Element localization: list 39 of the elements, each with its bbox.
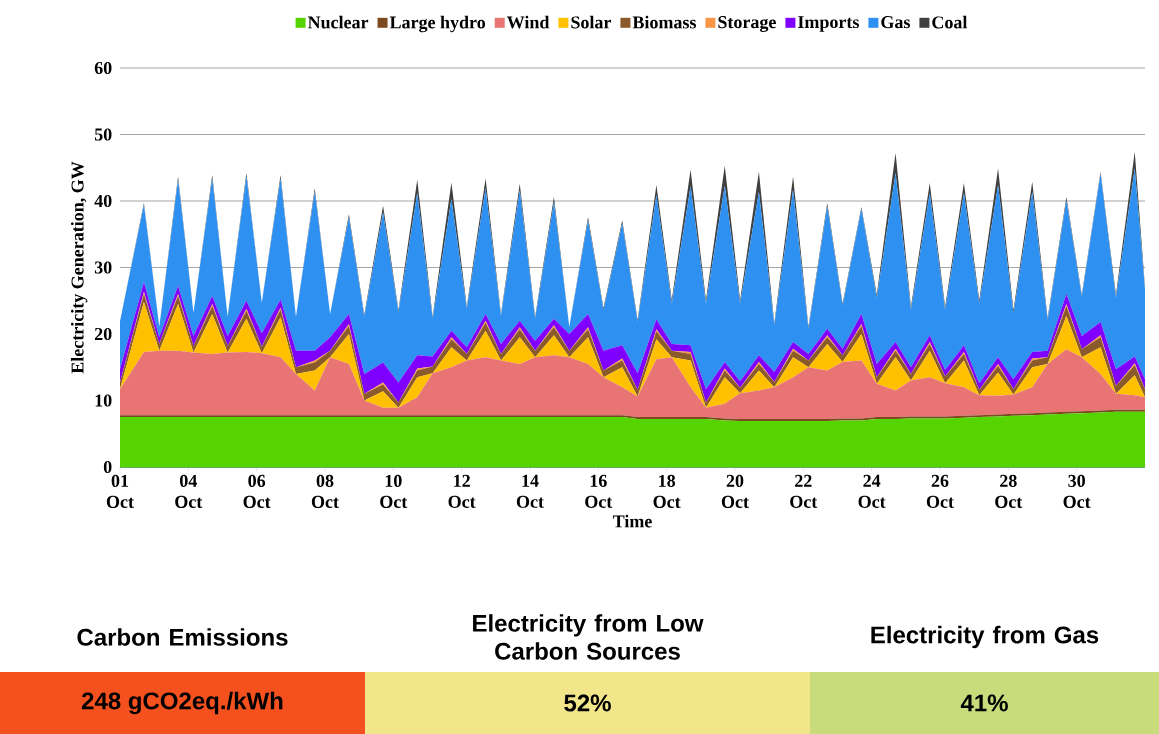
x-tick-label: 16 Oct: [585, 474, 613, 508]
x-tick-label: 30 Oct: [1063, 474, 1091, 508]
y-axis-title: Electricity Generation, GW: [70, 161, 88, 374]
x-tick-label: 14 Oct: [516, 474, 544, 508]
x-tick-label: 04 Oct: [175, 474, 203, 508]
y-tick-label: 10: [95, 394, 112, 407]
x-tick-label: 18 Oct: [653, 474, 681, 508]
category-label: Carbon Emissions: [77, 628, 288, 646]
x-tick-label: 06 Oct: [243, 474, 271, 508]
x-tick-label: 10 Oct: [380, 474, 408, 508]
category-label: Electricity from Low Carbon Sources: [473, 614, 704, 660]
y-tick-label: 40: [94, 194, 112, 208]
legend-label: Imports: [798, 16, 859, 32]
x-tick-label: 12 Oct: [448, 474, 476, 508]
x-tick-label: 20 Oct: [721, 474, 749, 508]
legend-label: Wind: [506, 15, 550, 29]
legend-label: Biomass: [632, 15, 696, 29]
x-tick-label: 24 Oct: [858, 474, 886, 508]
text: 52%: [564, 694, 611, 712]
text: 41%: [960, 694, 1008, 712]
x-tick-label: 26 Oct: [926, 474, 954, 508]
y-tick-label: 20: [94, 327, 112, 341]
x-tick-label: 22 Oct: [790, 474, 818, 508]
x-tick-label: 28 Oct: [995, 474, 1023, 508]
legend-label: Gas: [881, 16, 910, 29]
text: 248 gCO2eq./kWh: [81, 691, 283, 715]
legend-label: Solar: [571, 15, 612, 29]
x-tick-label: 01 Oct: [106, 474, 134, 508]
y-tick-label: 0: [103, 460, 112, 474]
legend-label: Nuclear: [307, 15, 369, 29]
y-tick-label: 60: [94, 61, 112, 75]
legend-label: Storage: [718, 16, 776, 32]
y-tick-label: 30: [94, 261, 112, 274]
y-tick-label: 50: [94, 128, 112, 141]
x-tick-label: 08 Oct: [311, 474, 339, 508]
category-label: Electricity from Gas: [871, 625, 1099, 649]
legend-label: Large hydro: [389, 15, 486, 33]
x-axis-title: Time: [612, 514, 652, 528]
legend-label: Coal: [932, 15, 968, 29]
